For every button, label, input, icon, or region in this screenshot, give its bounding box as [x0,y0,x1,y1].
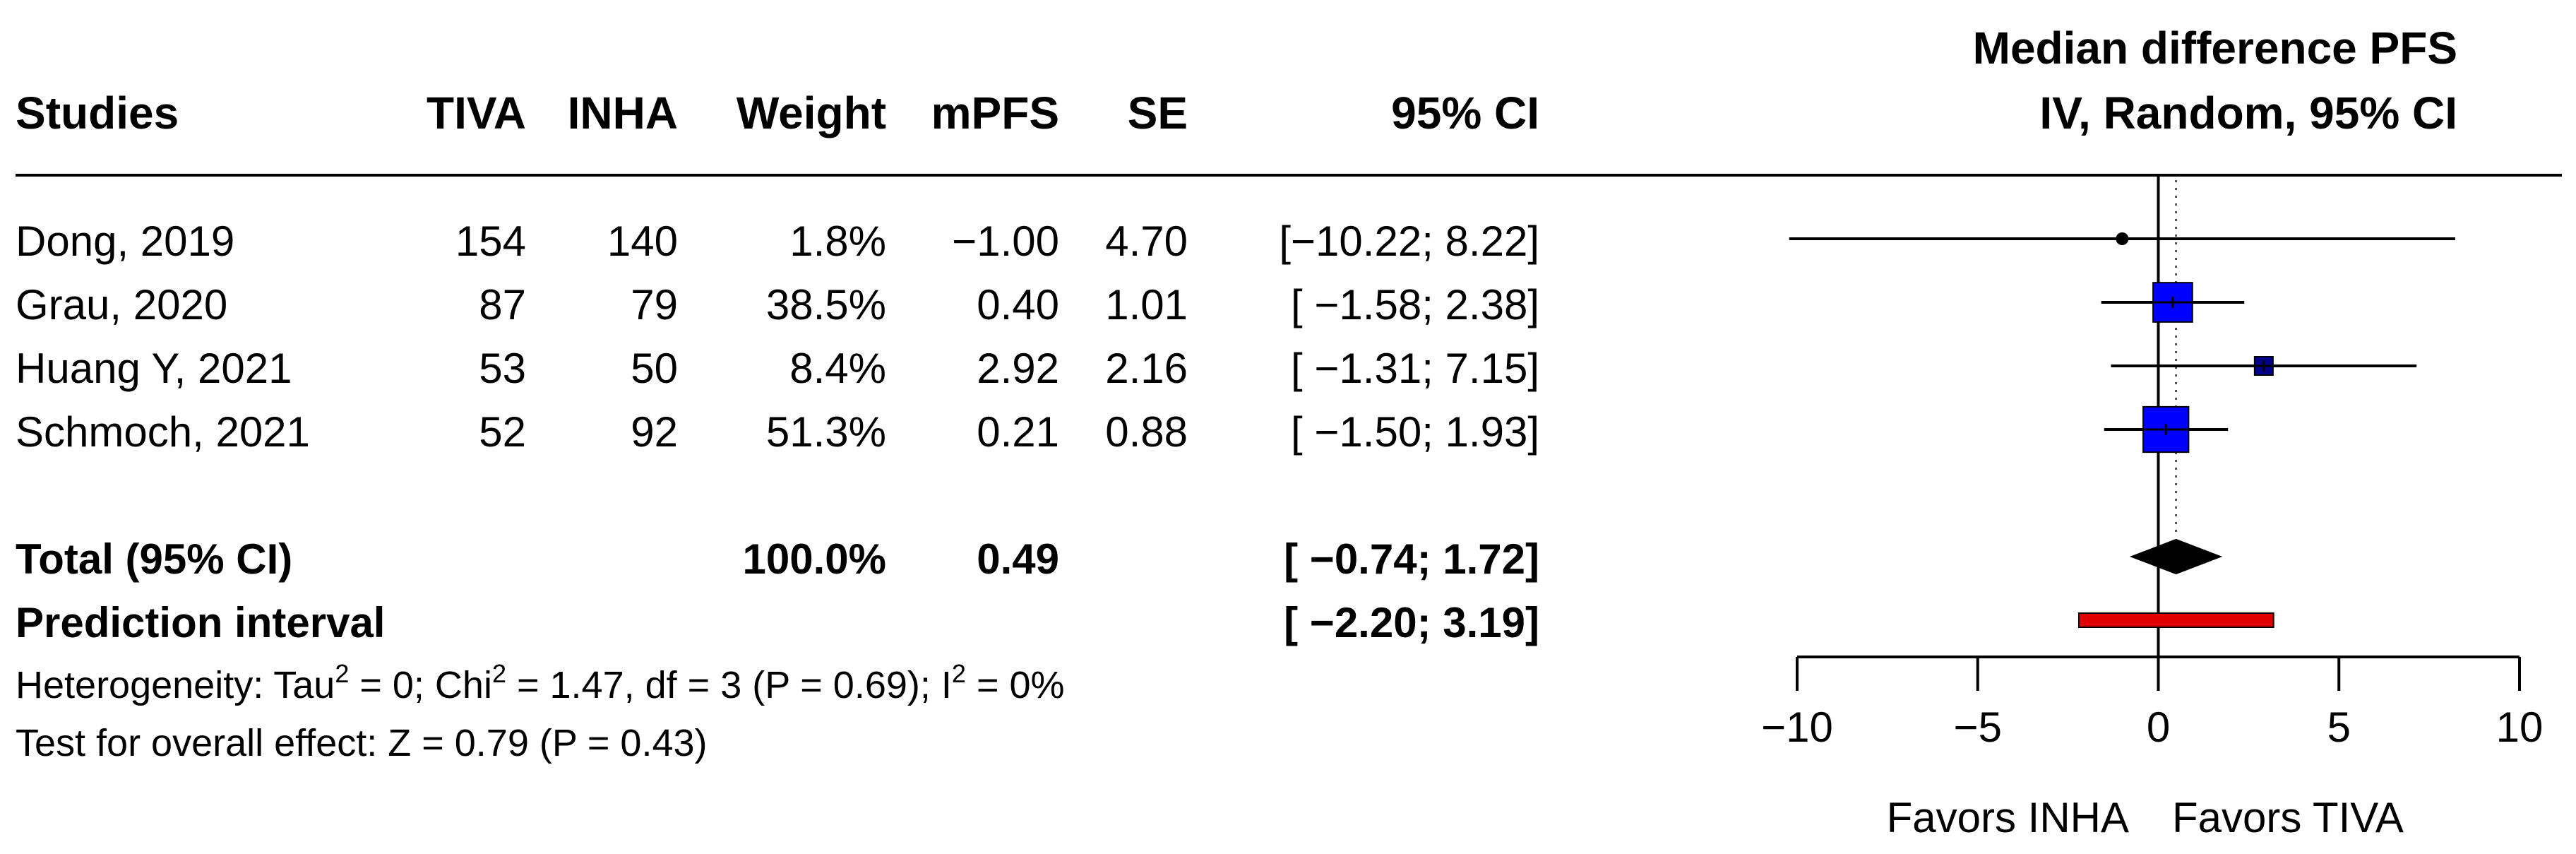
x-tick-label: −5 [1954,704,2002,751]
heterogeneity-text: Heterogeneity: Tau2 = 0; Chi2 = 1.47, df… [16,659,1065,706]
weight: 1.8% [789,218,886,265]
se: 4.70 [1105,218,1188,265]
study-name: Huang Y, 2021 [16,345,292,392]
study-name: Dong, 2019 [16,218,234,265]
header-mpfs: mPFS [931,88,1059,138]
weight: 38.5% [766,281,886,328]
right-header-line2: IV, Random, 95% CI [2039,88,2457,138]
se: 1.01 [1105,281,1188,328]
study-row: Dong, 2019 154 140 1.8% −1.00 4.70 [−10.… [16,218,1539,265]
se: 0.88 [1105,408,1188,456]
total-diamond [2129,538,2223,575]
header-se: SE [1128,88,1188,138]
weight: 8.4% [789,345,886,392]
header-studies: Studies [16,88,179,138]
favors-right-label: Favors TIVA [2172,794,2404,841]
ci: [ −1.31; 7.15] [1291,345,1539,392]
inha-n: 50 [631,345,678,392]
prediction-ci: [ −2.20; 3.19] [1284,599,1539,646]
inha-n: 92 [631,408,678,456]
tiva-n: 154 [455,218,526,265]
total-ci: [ −0.74; 1.72] [1284,535,1539,583]
inha-n: 140 [607,218,678,265]
total-weight: 100.0% [743,535,887,583]
x-tick-label: 5 [2327,704,2351,751]
study-name: Schmoch, 2021 [16,408,310,456]
total-mpfs: 0.49 [977,535,1059,583]
header-weight: Weight [737,88,886,138]
favors-left-label: Favors INHA [1887,794,2129,841]
header-ci: 95% CI [1391,88,1539,138]
study-name: Grau, 2020 [16,281,227,328]
prediction-bar [2077,612,2274,628]
mpfs: 0.40 [977,281,1059,328]
weight: 51.3% [766,408,886,456]
study-row: Huang Y, 2021 53 50 8.4% 2.92 2.16 [ −1.… [16,345,1539,392]
ci: [ −1.50; 1.93] [1291,408,1539,456]
x-tick-label: 10 [2496,704,2544,751]
se: 2.16 [1105,345,1188,392]
ci: [ −1.58; 2.38] [1291,281,1539,328]
study-row: Schmoch, 2021 52 92 51.3% 0.21 0.88 [ −1… [16,408,1539,456]
prediction-row: Prediction interval [ −2.20; 3.19] [16,599,1539,646]
prediction-label: Prediction interval [16,599,385,646]
header-tiva: TIVA [427,88,526,138]
tiva-n: 87 [479,281,526,328]
total-label: Total (95% CI) [16,535,292,583]
study-row: Grau, 2020 87 79 38.5% 0.40 1.01 [ −1.58… [16,281,1539,328]
plot-area: −10 −5 0 5 10 [1761,175,2543,751]
study-point [2116,232,2129,245]
x-tick-label: 0 [2147,704,2170,751]
tiva-n: 52 [479,408,526,456]
inha-n: 79 [631,281,678,328]
total-row: Total (95% CI) 100.0% 0.49 [ −0.74; 1.72… [16,535,1539,583]
tiva-n: 53 [479,345,526,392]
ci: [−10.22; 8.22] [1279,218,1539,265]
overall-effect-text: Test for overall effect: Z = 0.79 (P = 0… [16,722,708,764]
mpfs: 2.92 [977,345,1059,392]
mpfs: 0.21 [977,408,1059,456]
right-header-line1: Median difference PFS [1973,23,2457,73]
x-tick-label: −10 [1761,704,1833,751]
header-inha: INHA [568,88,678,138]
mpfs: −1.00 [952,218,1059,265]
